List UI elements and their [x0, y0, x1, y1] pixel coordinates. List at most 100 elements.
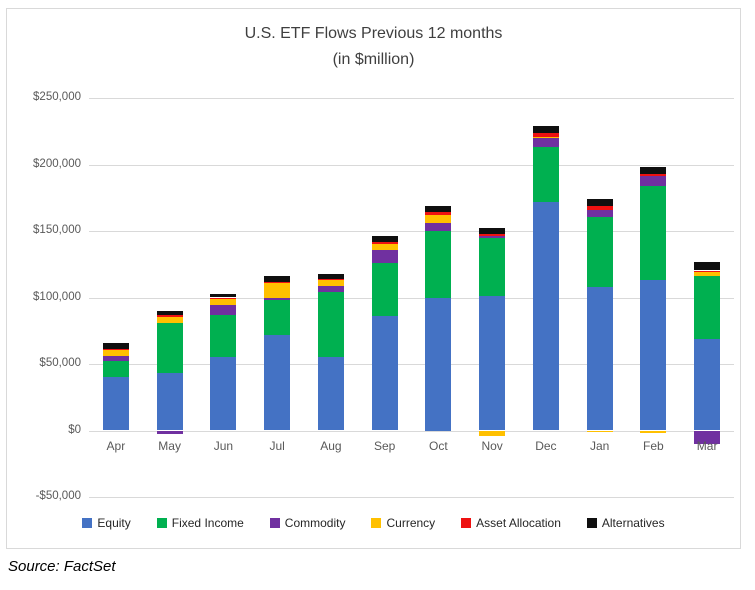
bar-segment-commodity-jan	[586, 209, 613, 218]
y-axis-tick-label: $50,000	[39, 357, 81, 369]
bar-segment-currency-aug	[317, 280, 344, 287]
bar-segment-asset-allocation-dec	[532, 132, 559, 137]
legend-item-fixed-income: Fixed Income	[156, 516, 244, 530]
y-axis-tick-label: $150,000	[33, 224, 81, 236]
bar-segment-currency-apr	[102, 350, 129, 357]
legend-label: Alternatives	[601, 516, 665, 530]
bar-segment-asset-allocation-jul	[264, 281, 291, 283]
chart-title: U.S. ETF Flows Previous 12 months	[244, 25, 503, 42]
bar-segment-commodity-dec	[532, 137, 559, 148]
x-axis-tick-label: Nov	[481, 438, 503, 453]
bar-segment-asset-allocation-jun	[210, 297, 237, 299]
legend-swatch-icon	[156, 518, 167, 528]
x-axis-tick-label: Dec	[535, 438, 557, 453]
bar-segment-equity-sep	[371, 316, 398, 431]
bar-segment-alternatives-dec	[532, 125, 559, 133]
bar-segment-alternatives-jun	[210, 293, 237, 298]
bar-segment-equity-jul	[264, 334, 291, 431]
bar-segment-commodity-oct	[425, 223, 452, 231]
y-axis-tick-label: -$50,000	[35, 490, 81, 502]
bar-segment-alternatives-nov	[479, 228, 506, 234]
bar-segment-commodity-nov	[479, 235, 506, 238]
legend-item-commodity: Commodity	[269, 516, 346, 530]
bar-segment-alternatives-apr	[102, 342, 129, 349]
bar-segment-currency-jun	[210, 298, 237, 306]
bar-segment-fixed-income-dec	[532, 147, 559, 202]
bar-segment-fixed-income-jun	[210, 314, 237, 358]
x-axis-tick-label: Feb	[643, 438, 664, 453]
gridline	[89, 364, 734, 365]
bar-segment-equity-aug	[317, 357, 344, 431]
legend-swatch-icon	[82, 518, 93, 528]
x-axis-tick-label: Oct	[429, 438, 448, 453]
bar-segment-asset-allocation-oct	[425, 212, 452, 216]
bar-segment-alternatives-jul	[264, 275, 291, 282]
x-axis-tick-label: Jun	[213, 438, 234, 453]
bar-segment-asset-allocation-mar	[694, 270, 721, 272]
bar-segment-equity-nov	[479, 296, 506, 431]
legend-swatch-icon	[371, 518, 382, 528]
bar-segment-fixed-income-feb	[640, 185, 667, 281]
chart-title-block: U.S. ETF Flows Previous 12 months (in $m…	[7, 21, 740, 73]
legend-label: Equity	[97, 516, 131, 530]
bar-segment-alternatives-may	[156, 310, 183, 315]
legend-label: Commodity	[284, 516, 346, 530]
bar-segment-commodity-sep	[371, 249, 398, 263]
bar-segment-asset-allocation-feb	[640, 174, 667, 176]
bar-segment-currency-may	[156, 316, 183, 323]
bar-segment-equity-oct	[425, 297, 452, 431]
y-axis-tick-label: $100,000	[33, 290, 81, 303]
chart-container: U.S. ETF Flows Previous 12 months (in $m…	[6, 8, 741, 549]
gridline	[89, 497, 734, 498]
bar-segment-equity-apr	[102, 377, 129, 431]
x-axis-tick-label: Jul	[269, 438, 285, 453]
legend-item-alternatives: Alternatives	[586, 516, 665, 530]
x-axis-tick-label: Sep	[373, 438, 396, 453]
y-axis-tick-label: $200,000	[33, 157, 81, 170]
gridline	[89, 297, 734, 299]
legend-item-asset-allocation: Asset Allocation	[461, 516, 561, 530]
bar-segment-equity-jan	[586, 286, 613, 431]
bar-segment-fixed-income-nov	[479, 237, 506, 297]
bar-segment-asset-allocation-nov	[479, 233, 506, 236]
legend-item-equity: Equity	[82, 516, 131, 530]
bar-segment-commodity-may	[156, 430, 183, 434]
chart-subtitle: (in $million)	[332, 51, 415, 68]
bar-segment-fixed-income-aug	[317, 292, 344, 358]
bar-segment-commodity-mar	[694, 430, 721, 444]
bar-segment-asset-allocation-jan	[586, 205, 613, 210]
x-axis-tick-label: Mar	[696, 438, 718, 453]
x-axis-tick-label: May	[158, 438, 181, 453]
legend-item-currency: Currency	[371, 516, 435, 530]
bar-segment-currency-nov	[479, 430, 506, 436]
bar-segment-alternatives-sep	[371, 236, 398, 242]
legend: Equity Fixed Income Commodity Currency Asset…	[7, 516, 740, 530]
bar-segment-asset-allocation-may	[156, 314, 183, 317]
bar-segment-currency-sep	[371, 243, 398, 250]
legend-label: Fixed Income	[171, 516, 244, 530]
bar-segment-fixed-income-jan	[586, 217, 613, 287]
bar-segment-fixed-income-may	[156, 322, 183, 374]
bar-segment-currency-mar	[694, 271, 721, 277]
gridline	[89, 98, 734, 99]
bar-segment-commodity-aug	[317, 286, 344, 293]
bar-segment-alternatives-aug	[317, 273, 344, 279]
bar-segment-equity-jun	[210, 357, 237, 431]
bar-segment-commodity-jun	[210, 305, 237, 315]
bar-segment-equity-feb	[640, 280, 667, 431]
x-axis-tick-label: Jan	[589, 438, 610, 453]
source-note: Source: FactSet	[8, 558, 116, 575]
bar-segment-asset-allocation-aug	[317, 278, 344, 281]
y-axis-tick-label: $0	[68, 423, 81, 436]
bar-segment-asset-allocation-apr	[102, 348, 129, 351]
bar-segment-commodity-apr	[102, 356, 129, 362]
bar-segment-equity-mar	[694, 338, 721, 431]
bar-segment-fixed-income-sep	[371, 262, 398, 317]
bar-segment-commodity-jul	[264, 298, 291, 301]
bar-segment-currency-oct	[425, 215, 452, 223]
bar-segment-commodity-feb	[640, 175, 667, 186]
gridline	[89, 430, 734, 432]
x-axis-tick-label: Aug	[320, 438, 342, 453]
bar-segment-alternatives-jan	[586, 199, 613, 206]
bar-segment-equity-dec	[532, 201, 559, 431]
